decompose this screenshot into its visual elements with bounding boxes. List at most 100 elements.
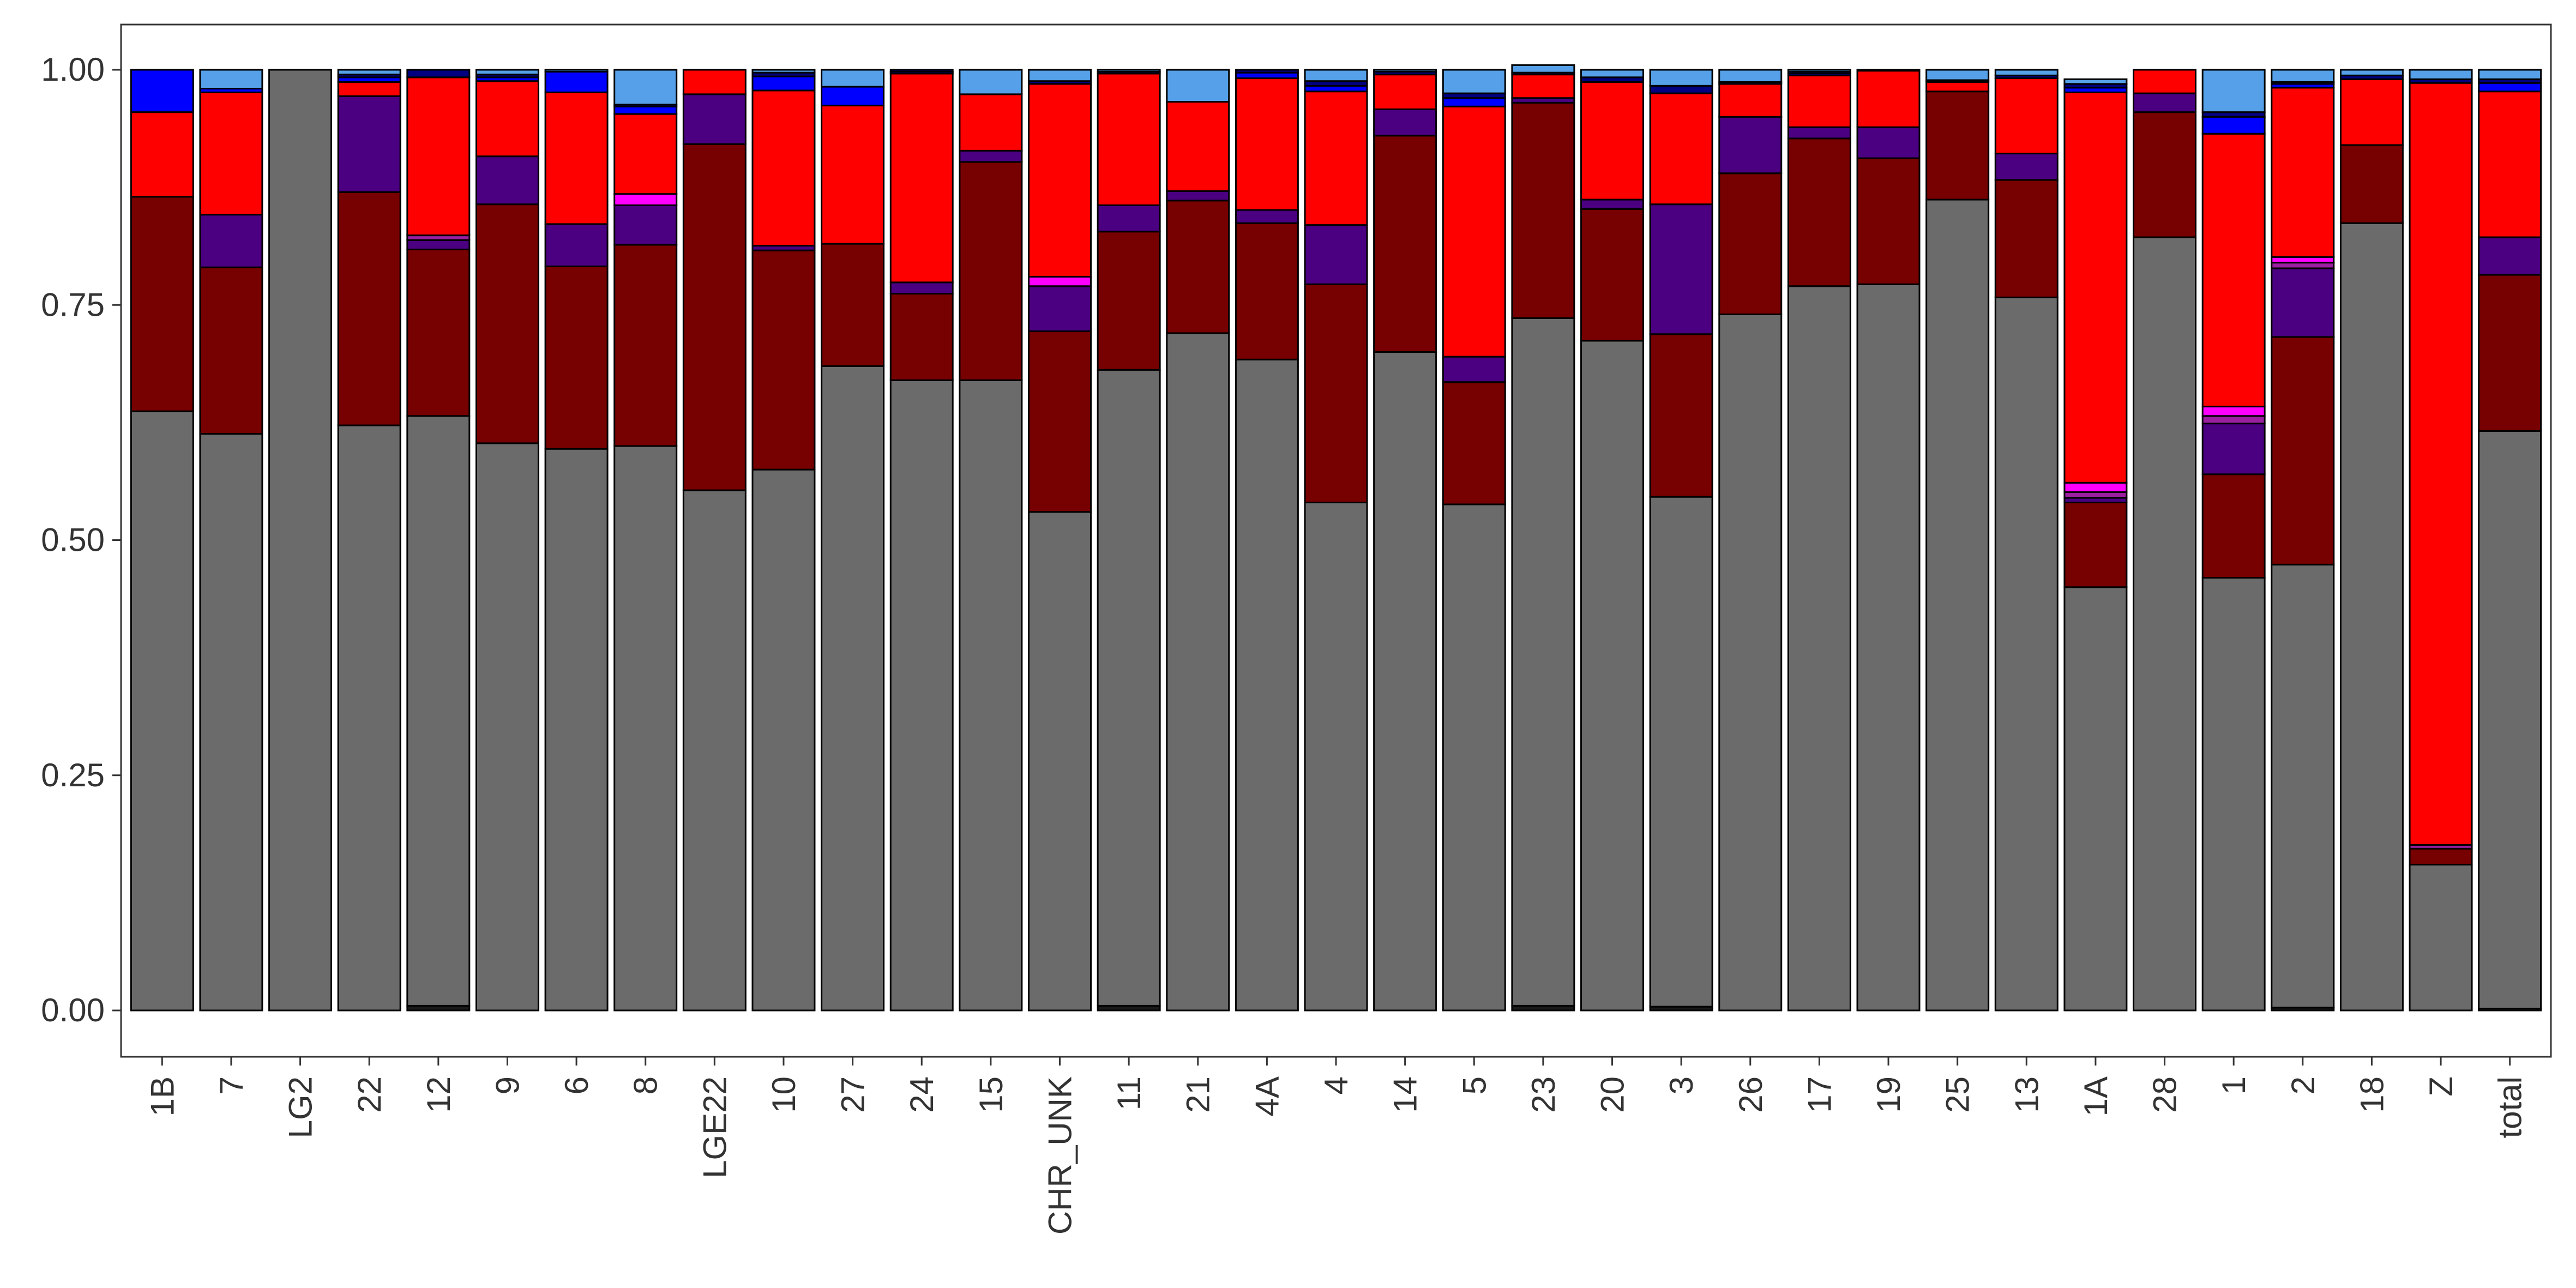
bar-27-seg-9 xyxy=(821,69,885,88)
x-tick-label-LG2: LG2 xyxy=(282,1076,319,1138)
bar-24-seg-6 xyxy=(889,73,954,284)
bar-14-seg-6 xyxy=(1373,74,1437,110)
bar-Z-seg-9 xyxy=(2409,69,2473,80)
bar-1B-seg-1 xyxy=(130,410,194,1012)
bar-11-seg-6 xyxy=(1097,73,1161,206)
bar-1B-seg-6 xyxy=(130,111,194,198)
bar-10-seg-7 xyxy=(751,75,816,92)
bar-CHR_UNK-seg-9 xyxy=(1028,69,1092,82)
bar-1-seg-4 xyxy=(2201,415,2266,425)
bar-12-seg-3 xyxy=(406,239,471,250)
x-tick-label-25: 25 xyxy=(1940,1076,1976,1113)
bar-22-seg-3 xyxy=(337,95,401,193)
bar-19-seg-3 xyxy=(1856,126,1921,159)
bar-LGE22-seg-6 xyxy=(682,69,747,95)
bar-6-seg-6 xyxy=(544,91,609,225)
bar-17-seg-3 xyxy=(1787,126,1851,140)
x-tick-label-12: 12 xyxy=(420,1076,457,1113)
x-tick-label-24: 24 xyxy=(904,1076,940,1113)
bar-4-seg-6 xyxy=(1304,91,1368,226)
bar-15-seg-6 xyxy=(959,93,1023,152)
bar-6-seg-9 xyxy=(544,69,609,73)
bar-9-seg-6 xyxy=(475,80,539,158)
bar-1B-seg-7 xyxy=(130,69,194,113)
bar-9-seg-1 xyxy=(475,442,539,1012)
bar-28-seg-6 xyxy=(2133,69,2197,94)
bar-8-seg-3 xyxy=(613,204,678,246)
bar-LGE22-seg-1 xyxy=(682,489,747,1012)
bar-25-seg-6 xyxy=(1925,81,1990,93)
bar-21-seg-6 xyxy=(1166,101,1230,192)
bar-2-seg-4 xyxy=(2271,262,2335,269)
x-tick-label-10: 10 xyxy=(766,1076,802,1113)
bar-27-seg-6 xyxy=(821,105,885,245)
bar-1A-seg-5 xyxy=(2063,482,2128,493)
bar-7-seg-3 xyxy=(199,214,263,268)
x-tick-label-27: 27 xyxy=(835,1076,871,1113)
bar-26-seg-6 xyxy=(1718,83,1783,118)
x-tick-label-21: 21 xyxy=(1180,1076,1217,1113)
bar-13-seg-9 xyxy=(1994,69,2059,76)
bar-20-seg-2 xyxy=(1580,208,1644,342)
bar-10-seg-1 xyxy=(751,468,816,1012)
x-tick-label-2: 2 xyxy=(2285,1076,2321,1094)
bar-10-seg-2 xyxy=(751,249,816,471)
bar-CHR_UNK-seg-2 xyxy=(1028,330,1092,513)
y-tick-label-3: 0.75 xyxy=(41,286,105,323)
x-tick-label-22: 22 xyxy=(351,1076,388,1113)
bar-21-seg-1 xyxy=(1166,332,1230,1012)
bar-6-seg-7 xyxy=(544,70,609,93)
bar-2-seg-5 xyxy=(2271,256,2335,264)
bar-15-seg-1 xyxy=(959,379,1023,1012)
bar-4A-seg-6 xyxy=(1235,77,1299,211)
x-tick-label-1: 1 xyxy=(2216,1076,2252,1094)
bar-8-seg-1 xyxy=(613,445,678,1012)
bar-27-seg-7 xyxy=(821,86,885,107)
bar-10-seg-9 xyxy=(751,69,816,74)
bar-11-seg-3 xyxy=(1097,204,1161,233)
x-tick-label-LGE22: LGE22 xyxy=(696,1076,733,1178)
bar-total-seg-1 xyxy=(2478,430,2542,1010)
bar-4-seg-1 xyxy=(1304,502,1368,1012)
bar-1-seg-9 xyxy=(2201,69,2266,113)
bar-28-seg-1 xyxy=(2133,236,2197,1012)
bar-2-seg-2 xyxy=(2271,336,2335,565)
bar-27-seg-1 xyxy=(821,365,885,1012)
x-tick-label-1B: 1B xyxy=(144,1076,180,1116)
bar-7-seg-9 xyxy=(199,69,263,89)
bar-13-seg-1 xyxy=(1994,296,2059,1012)
bar-15-seg-2 xyxy=(959,161,1023,381)
bar-CHR_UNK-seg-5 xyxy=(1028,276,1092,287)
bar-6-seg-2 xyxy=(544,266,609,450)
bar-10-seg-6 xyxy=(751,89,816,247)
x-tick-label-4A: 4A xyxy=(1249,1076,1285,1116)
bar-27-seg-2 xyxy=(821,243,885,367)
bar-1A-seg-6 xyxy=(2063,91,2128,484)
bar-3-seg-2 xyxy=(1649,333,1713,498)
bar-1-seg-5 xyxy=(2201,406,2266,417)
bar-19-seg-2 xyxy=(1856,157,1921,285)
bar-21-seg-3 xyxy=(1166,190,1230,202)
bar-4-seg-9 xyxy=(1304,69,1368,82)
bar-22-seg-9 xyxy=(337,69,401,76)
bar-9-seg-9 xyxy=(475,69,539,76)
bar-5-seg-9 xyxy=(1442,69,1506,94)
bar-9-seg-2 xyxy=(475,203,539,444)
y-tick-label-0: 0.00 xyxy=(41,992,105,1028)
bar-11-seg-2 xyxy=(1097,231,1161,371)
y-tick-label-1: 0.25 xyxy=(41,757,105,793)
x-tick-label-15: 15 xyxy=(973,1076,1009,1113)
bar-15-seg-9 xyxy=(959,69,1023,95)
x-tick-label-4: 4 xyxy=(1318,1076,1355,1094)
bar-20-seg-1 xyxy=(1580,340,1644,1012)
x-tick-label-23: 23 xyxy=(1525,1076,1562,1113)
bar-14-seg-2 xyxy=(1373,135,1437,353)
y-tick-label-4: 1.00 xyxy=(41,51,105,88)
x-tick-label-CHR_UNK: CHR_UNK xyxy=(1042,1076,1078,1235)
bar-5-seg-3 xyxy=(1442,356,1506,383)
bar-4-seg-2 xyxy=(1304,283,1368,503)
bar-14-seg-3 xyxy=(1373,108,1437,137)
bar-4-seg-3 xyxy=(1304,224,1368,285)
bar-17-seg-1 xyxy=(1787,285,1851,1012)
